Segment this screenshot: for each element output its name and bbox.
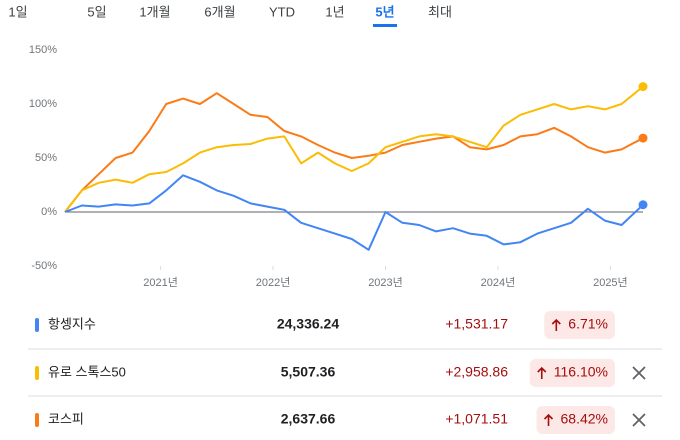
percent: 6.71% — [568, 316, 608, 332]
x-tick-label: 2023년 — [368, 276, 403, 289]
up-arrow-icon — [551, 318, 561, 331]
end-dot — [638, 200, 648, 210]
legend-swatch — [35, 413, 39, 427]
range-tab[interactable]: 6개월 — [204, 4, 235, 19]
legend-swatch — [35, 366, 39, 380]
percent-pill — [544, 311, 615, 339]
percent-pill — [536, 406, 615, 434]
end-dot — [638, 82, 648, 92]
range-tab[interactable]: YTD — [269, 4, 295, 19]
legend-swatch — [35, 318, 39, 332]
range-tab[interactable]: 1년 — [325, 4, 344, 19]
percent-pill — [529, 359, 615, 387]
series-line — [64, 85, 644, 213]
remove-button[interactable] — [632, 413, 646, 427]
y-tick-label: 100% — [29, 98, 57, 110]
price: 24,336.24 — [277, 316, 339, 332]
change: +1,531.17 — [445, 316, 508, 332]
active-underline — [373, 24, 397, 27]
x-tick-label: 2025년 — [593, 276, 628, 289]
change: +1,071.51 — [445, 411, 508, 427]
y-tick-label: 0% — [41, 206, 57, 218]
price: 5,507.36 — [281, 364, 336, 380]
remove-button[interactable] — [632, 366, 646, 380]
series-line — [64, 92, 644, 213]
series-line — [64, 174, 644, 251]
price: 2,637.66 — [281, 411, 336, 427]
series-name: 유로 스톡스50 — [48, 364, 126, 379]
end-dot — [638, 133, 648, 143]
series-name: 항셍지수 — [48, 316, 96, 331]
up-arrow-icon — [543, 413, 554, 426]
range-tab[interactable]: 1일 — [8, 4, 27, 19]
series-name: 코스피 — [48, 411, 84, 426]
range-tab[interactable]: 5년 — [375, 4, 394, 19]
x-tick-label: 2021년 — [143, 276, 178, 289]
up-arrow-icon — [537, 366, 547, 379]
percent: 68.42% — [561, 411, 608, 427]
range-tab[interactable]: 최대 — [428, 4, 452, 19]
y-tick-label: -50% — [31, 260, 57, 272]
x-tick-label: 2024년 — [481, 276, 516, 289]
y-tick-label: 50% — [35, 152, 57, 164]
x-tick-label: 2022년 — [256, 276, 291, 289]
y-tick-label: 150% — [29, 44, 57, 56]
range-tab[interactable]: 5일 — [87, 4, 106, 19]
percent: 116.10% — [554, 364, 608, 380]
range-tab[interactable]: 1개월 — [139, 4, 170, 19]
change: +2,958.86 — [445, 364, 508, 380]
